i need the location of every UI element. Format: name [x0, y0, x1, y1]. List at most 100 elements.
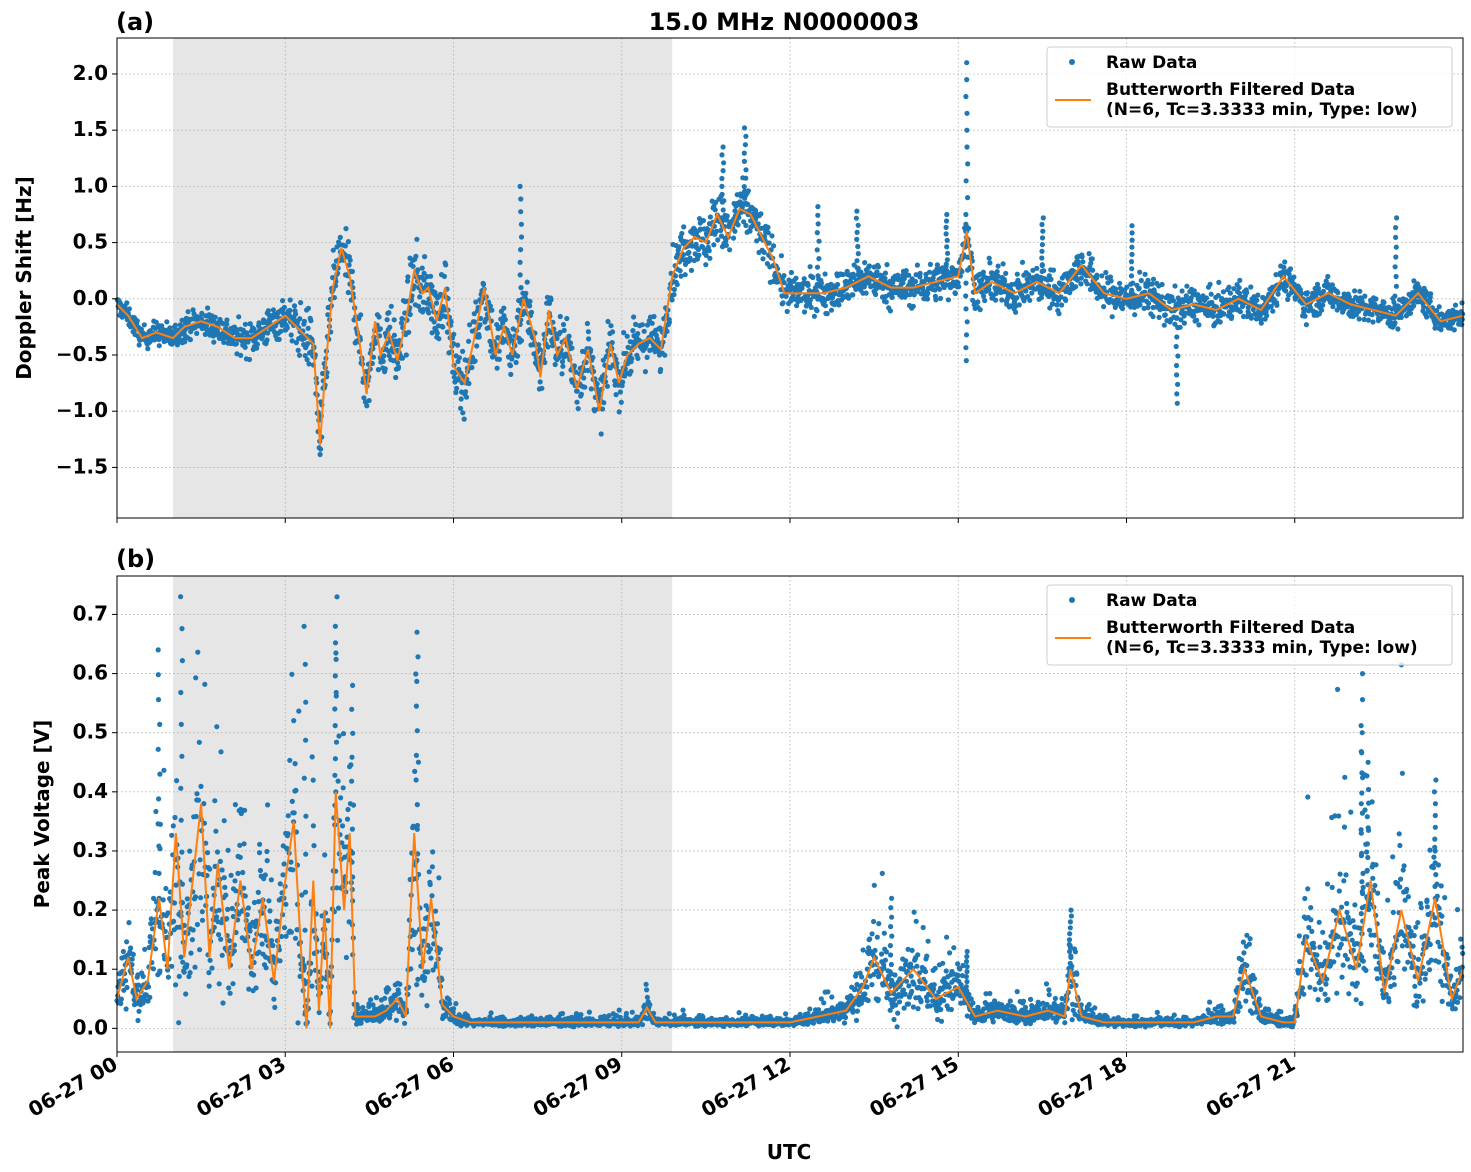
raw-point: [1254, 297, 1260, 303]
raw-point: [232, 878, 238, 884]
raw-spike-point-11: [1039, 242, 1045, 248]
raw-point: [183, 991, 189, 997]
raw-point: [903, 268, 909, 274]
raw-point: [671, 286, 678, 293]
raw-point: [230, 981, 236, 987]
raw-point: [343, 954, 349, 961]
raw-point: [1227, 290, 1233, 296]
raw-point: [190, 927, 196, 933]
raw-point: [402, 1020, 408, 1026]
raw-point: [428, 273, 434, 279]
raw-point: [272, 1004, 278, 1011]
raw-spike-point-8: [1392, 264, 1398, 270]
raw-point: [311, 843, 317, 849]
raw-point: [253, 985, 259, 991]
raw-point: [781, 280, 787, 286]
raw-point: [169, 963, 175, 969]
raw-point: [203, 323, 210, 329]
raw-point: [1094, 272, 1100, 278]
raw-point: [678, 273, 684, 279]
raw-point: [396, 990, 402, 996]
raw-point: [1248, 315, 1254, 321]
raw-point: [335, 937, 341, 943]
raw-point: [246, 356, 253, 363]
raw-point: [124, 984, 130, 991]
raw-point: [224, 317, 230, 323]
raw-point: [489, 307, 495, 313]
raw-point: [293, 787, 299, 794]
raw-point: [471, 311, 477, 317]
raw-spike-point-7: [1174, 334, 1180, 340]
raw-point: [814, 308, 820, 314]
raw-point: [559, 359, 566, 365]
raw-spike-point-5: [944, 211, 950, 218]
raw-point: [1369, 312, 1375, 318]
raw-point: [566, 333, 572, 339]
raw-point: [569, 345, 575, 351]
raw-spike-point-6: [1128, 273, 1135, 279]
raw-point: [496, 356, 502, 362]
raw-spike-point-3: [518, 247, 524, 253]
raw-spike-point-2: [741, 184, 747, 190]
y-tick-label-3: 0.0: [73, 286, 108, 310]
raw-point: [585, 329, 592, 335]
raw-point: [1048, 276, 1054, 282]
raw-point: [1117, 280, 1123, 286]
raw-point: [453, 1001, 459, 1007]
raw-point: [567, 340, 574, 346]
raw-point: [270, 307, 276, 313]
raw-point: [681, 224, 687, 230]
raw-spike-point-10: [816, 256, 822, 262]
y-tick-label-1: −1.0: [56, 398, 108, 422]
raw-point: [686, 249, 692, 256]
raw-spike-point-11: [1039, 275, 1046, 281]
raw-point: [265, 330, 271, 336]
raw-point: [1459, 316, 1465, 322]
raw-spike-point-7: [1173, 362, 1180, 369]
raw-point: [662, 352, 668, 358]
y-tick-label-0: −1.5: [56, 454, 108, 478]
raw-point: [348, 762, 354, 768]
raw-spike-point-5: [944, 244, 950, 250]
raw-spike-point-1: [963, 306, 969, 312]
raw-point: [592, 408, 598, 414]
raw-spike-point-5: [943, 218, 950, 224]
raw-point: [674, 282, 680, 288]
raw-point: [157, 968, 163, 974]
raw-point: [760, 256, 766, 262]
raw-point: [711, 242, 717, 248]
raw-point: [247, 928, 253, 934]
raw-point: [194, 921, 200, 928]
raw-point: [296, 708, 302, 714]
raw-point: [1142, 271, 1148, 277]
raw-spike-point-8: [1393, 283, 1399, 289]
raw-point: [415, 303, 422, 309]
raw-point: [550, 343, 556, 349]
raw-point: [205, 305, 211, 311]
legend-a: Raw Data Butterworth Filtered Data (N=6, …: [1046, 46, 1453, 128]
raw-point: [184, 962, 190, 968]
raw-point: [1191, 313, 1197, 319]
raw-point: [225, 906, 231, 913]
raw-point: [629, 1009, 635, 1015]
raw-spike-point-4: [853, 215, 860, 221]
raw-point: [426, 869, 432, 875]
raw-point: [732, 228, 738, 234]
raw-point: [574, 388, 580, 394]
raw-point: [644, 354, 650, 360]
raw-spike-point-1: [963, 293, 969, 299]
raw-spike-point-5: [943, 224, 949, 230]
raw-spike-point-8: [1392, 293, 1398, 299]
raw-point: [805, 282, 811, 288]
raw-point: [138, 326, 144, 332]
raw-point: [712, 207, 718, 213]
raw-point: [434, 921, 441, 927]
raw-point: [118, 996, 124, 1002]
raw-point: [952, 290, 959, 297]
raw-point: [429, 864, 435, 870]
raw-point: [618, 399, 624, 405]
raw-point: [241, 841, 247, 847]
raw-point: [1109, 314, 1115, 320]
raw-point: [605, 318, 611, 325]
raw-point: [375, 367, 381, 373]
